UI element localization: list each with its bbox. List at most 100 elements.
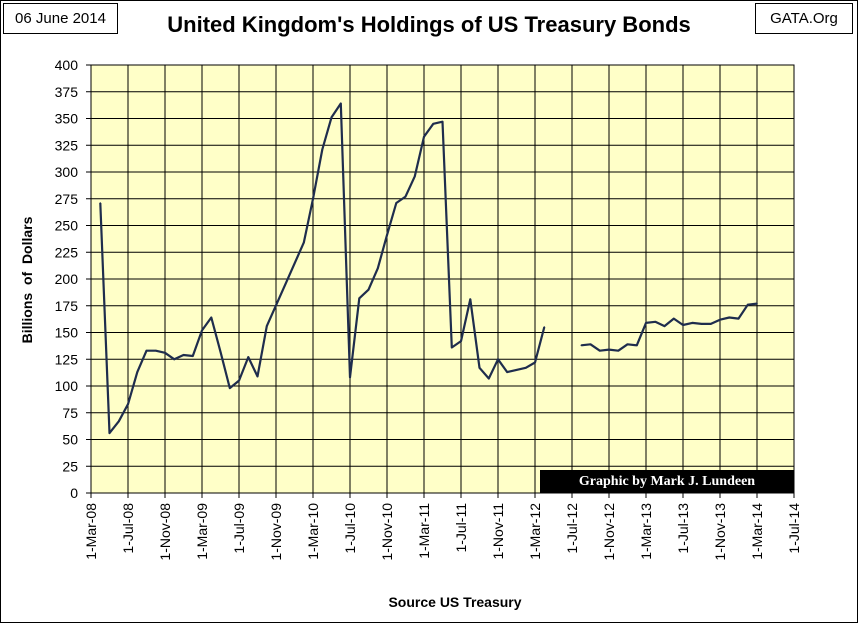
y-tick-label: 225 [55,244,79,260]
x-tick-label: 1-Mar-13 [638,503,654,560]
data-point [108,432,111,434]
data-point [395,202,398,204]
data-point [386,234,388,236]
chart-title: United Kingdom's Holdings of US Treasury… [167,12,691,37]
site-label: GATA.Org [755,3,853,34]
y-tick-label: 375 [55,84,79,100]
x-tick-label: 1-Nov-10 [379,503,395,561]
data-point [469,298,472,301]
x-tick-label: 1-Mar-12 [527,503,543,560]
data-point [710,323,712,325]
data-point [358,297,361,300]
data-point [247,356,250,358]
data-point [404,195,407,198]
data-point [599,349,601,352]
data-point [136,371,139,373]
data-point [515,369,518,371]
y-tick-label: 300 [55,164,79,180]
y-tick-label: 250 [55,218,79,234]
data-point [700,323,703,325]
data-point [377,267,379,270]
data-point [737,317,740,320]
data-point [414,175,416,178]
x-tick-label: 1-Mar-08 [83,503,99,560]
data-point [747,303,749,306]
data-point [460,340,462,342]
x-tick-label: 1-Nov-11 [490,503,506,560]
data-point [312,198,314,200]
x-tick-label: 1-Mar-10 [305,503,321,560]
data-point [303,241,305,244]
x-tick-label: 1-Mar-09 [194,503,210,560]
data-point [636,344,638,347]
data-point [589,343,592,346]
y-axis-label: Billions of Dollars [19,216,35,343]
data-point [617,349,620,352]
credit-label: Graphic by Mark J. Lundeen [540,470,794,493]
y-tick-label: 125 [55,351,79,367]
data-point [155,349,157,352]
data-point [608,348,610,351]
data-point [256,375,259,378]
x-tick-label: 1-Mar-11 [416,503,432,559]
x-tick-label: 1-Jul-11 [453,503,469,553]
data-point [580,344,583,347]
y-tick-label: 350 [55,111,79,127]
data-point [663,325,666,327]
data-point [229,387,231,389]
data-point [210,316,213,319]
data-point [201,329,203,332]
x-tick-label: 1-Jul-09 [231,503,247,554]
data-point [441,120,444,123]
data-point [525,367,527,369]
y-tick-label: 0 [70,485,78,501]
data-point [682,324,684,326]
y-tick-label: 50 [62,432,78,448]
y-tick-label: 200 [55,271,79,287]
data-point [756,302,758,305]
data-point [145,349,148,352]
y-tick-label: 75 [62,405,78,421]
x-tick-label: 1-Jul-08 [120,503,136,554]
x-tick-label: 1-Jul-10 [342,503,358,554]
y-axis-ticks: 0 25 50 75 100 125 150 175 200 225 250 275 300 325 350… [55,57,91,501]
data-point [719,318,721,321]
y-tick-label: 325 [55,137,79,153]
data-point [349,376,351,379]
x-axis-label: Source US Treasury [388,594,521,610]
y-tick-label: 275 [55,191,79,207]
x-tick-label: 1-Nov-09 [268,503,284,561]
data-point [451,346,453,349]
y-tick-label: 100 [55,378,79,394]
x-tick-label: 1-Jul-13 [675,503,691,554]
data-point [99,202,102,204]
data-series [99,102,758,435]
data-point [423,135,425,138]
y-tick-label: 150 [55,325,79,341]
data-point [321,148,324,151]
y-tick-label: 175 [55,298,79,314]
data-point [182,354,185,356]
x-tick-label: 1-Jul-14 [786,503,802,554]
data-point [192,355,194,357]
data-point [543,326,546,328]
x-tick-label: 1-Nov-12 [601,503,617,561]
data-point [728,316,731,319]
data-point [284,283,287,286]
data-point [219,351,222,353]
data-point [173,358,176,361]
data-point [118,420,120,423]
x-tick-label: 1-Nov-08 [157,503,173,561]
data-point [127,403,129,406]
data-point [238,379,240,382]
data-point [534,361,536,364]
data-point [645,322,647,324]
date-label: 06 June 2014 [3,3,118,34]
data-point [432,123,435,125]
x-tick-label: 1-Mar-14 [749,503,765,560]
y-tick-label: 25 [62,458,78,474]
y-tick-label: 400 [55,57,79,73]
x-tick-label: 1-Nov-13 [712,503,728,561]
series-line-2 [581,302,758,352]
